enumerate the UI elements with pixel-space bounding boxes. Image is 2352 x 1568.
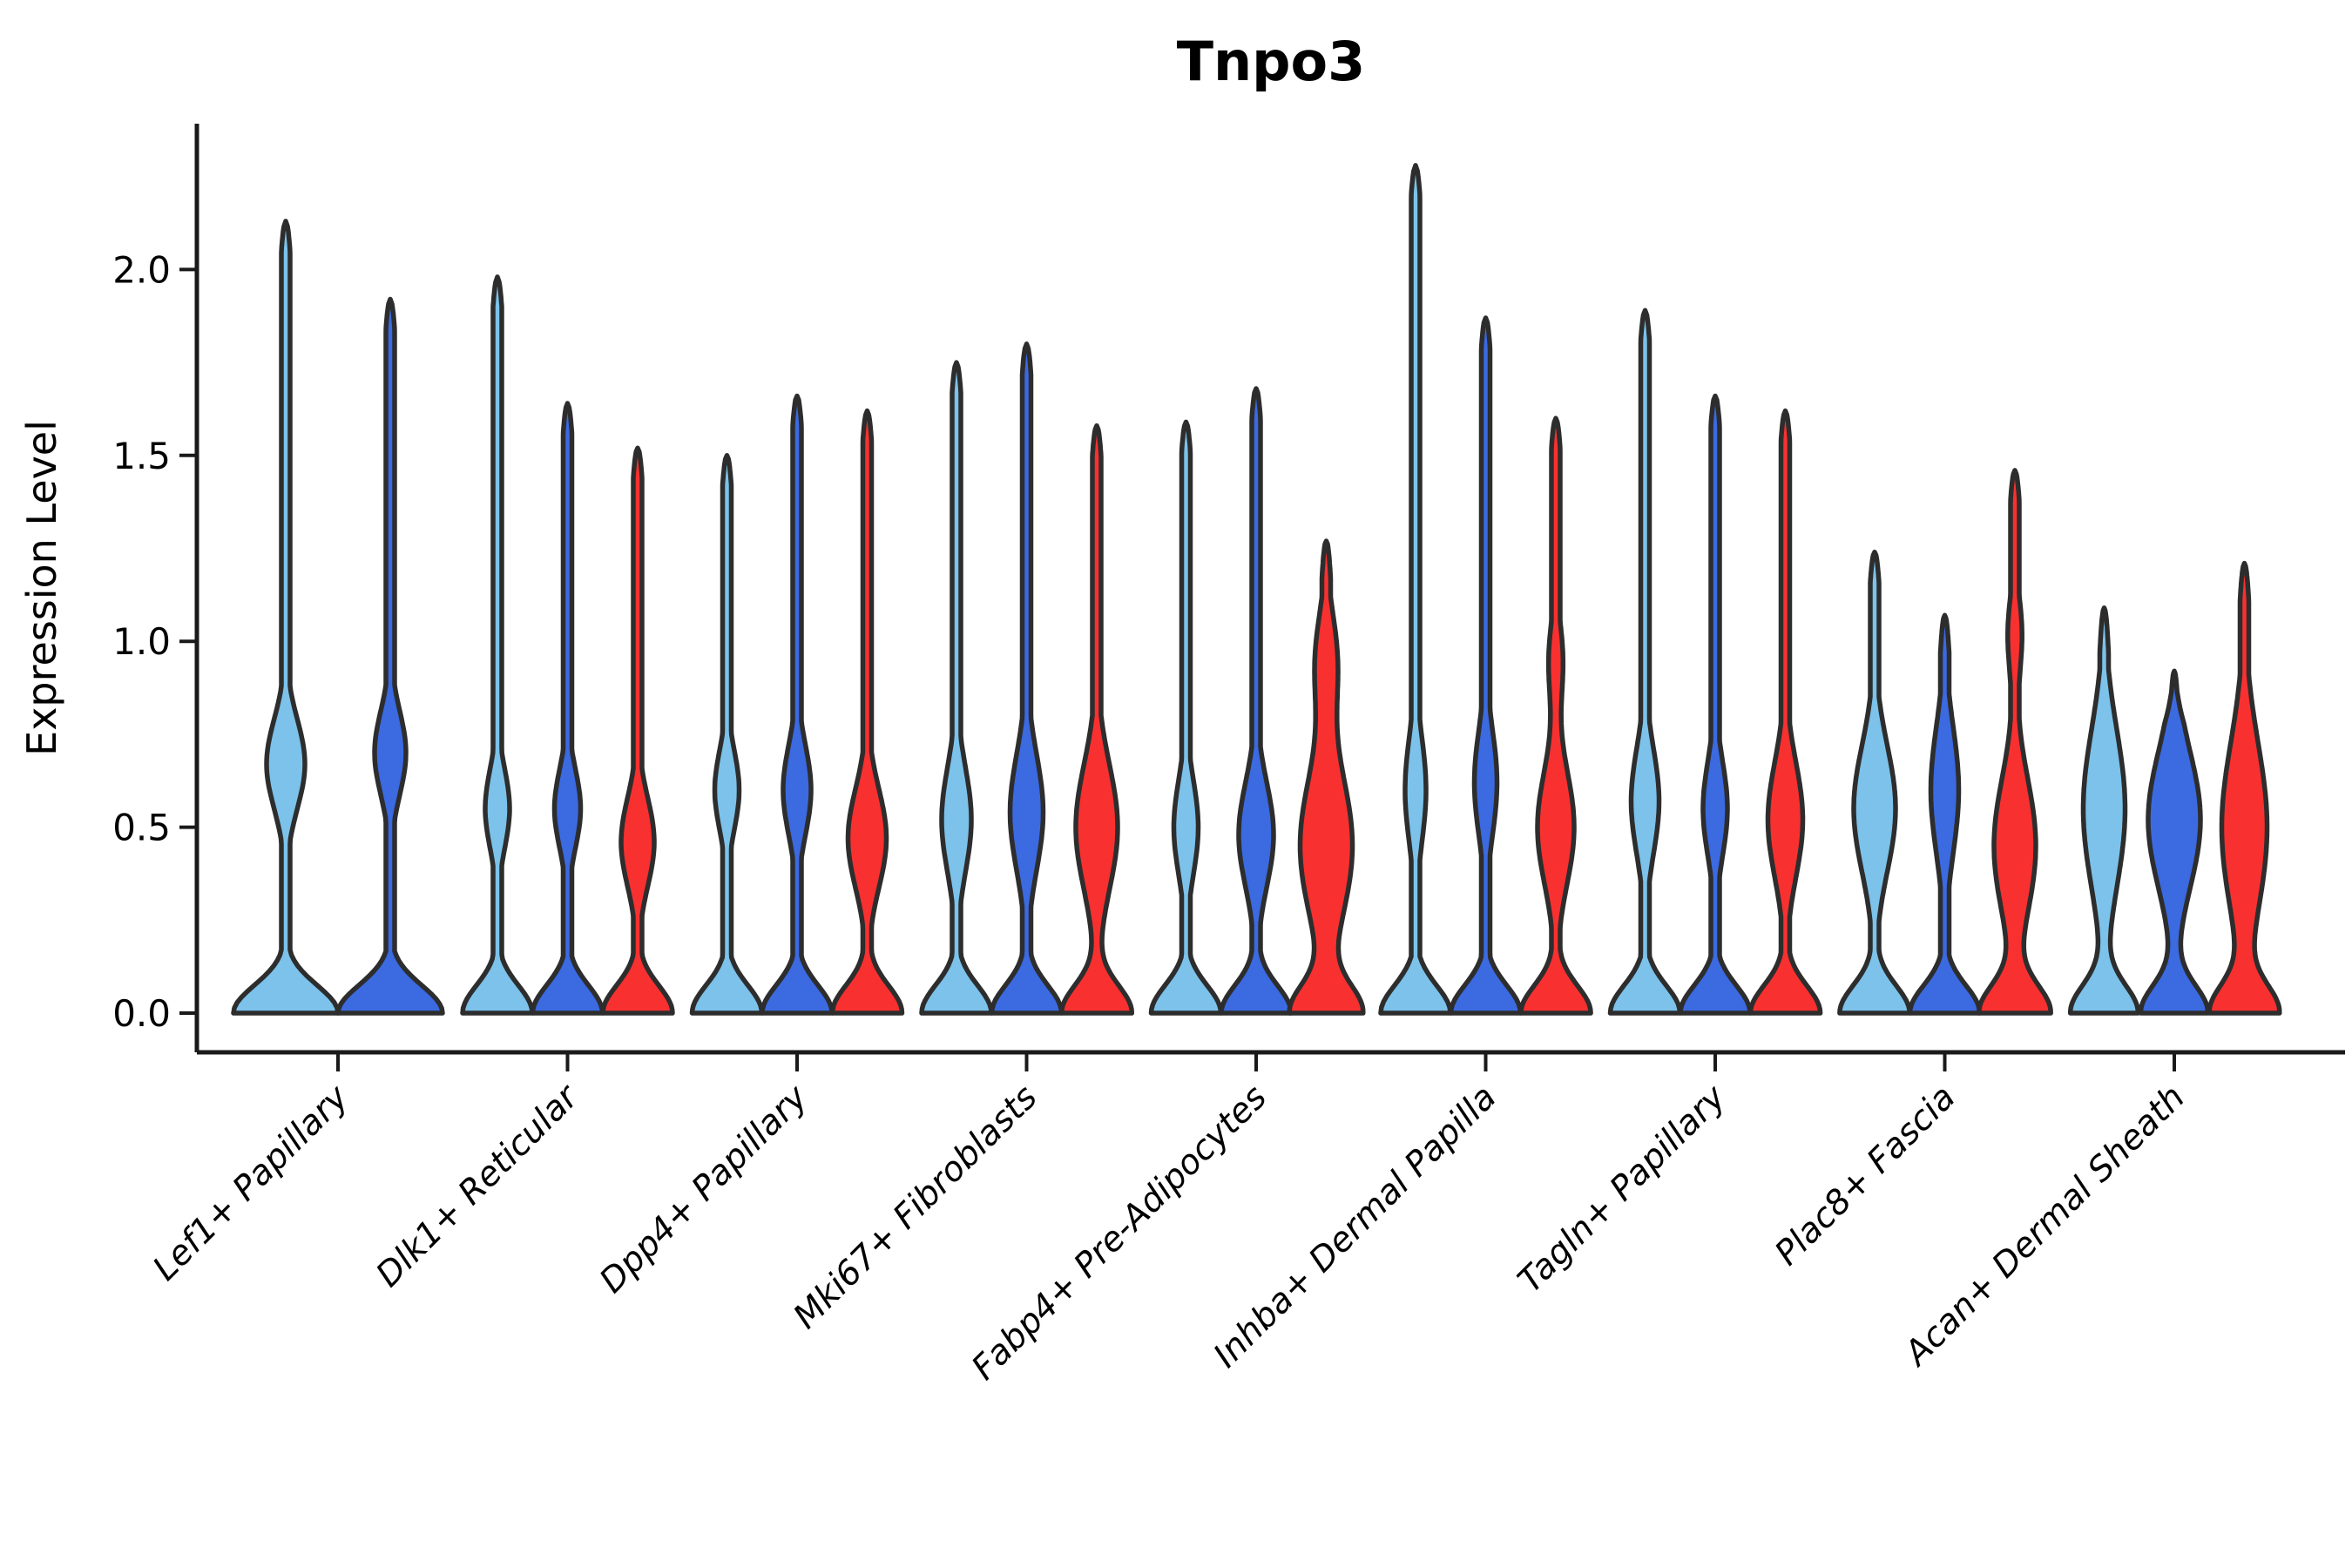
violin-fabp4-pre-adipocytes-light_blue [1148, 419, 1224, 1016]
violin-inhba-dermal-papilla-dark_blue [1448, 315, 1524, 1016]
y-tick-label: 0.5 [112, 807, 171, 849]
x-tick-label: Tagln+ Papillary [1511, 1078, 1734, 1301]
violins-layer [231, 163, 2282, 1016]
x-tick-label: Dlk1+ Reticular [368, 1076, 587, 1294]
y-tick-label: 1.5 [112, 435, 171, 477]
violin-tagln-papillary-dark_blue [1678, 393, 1753, 1016]
violin-acan-dermal-sheath-red [2207, 560, 2282, 1016]
violin-dpp4-papillary-red [829, 408, 905, 1016]
violin-dlk1-reticular-red [600, 445, 675, 1016]
violin-plac8-fascia-dark_blue [1907, 612, 1983, 1016]
violin-fabp4-pre-adipocytes-dark_blue [1219, 386, 1294, 1016]
violin-plac8-fascia-red [1977, 468, 2053, 1016]
x-tick-label: Lef1+ Papillary [145, 1078, 357, 1289]
x-tick-label: Dpp4+ Papillary [592, 1078, 816, 1301]
chart-title: Tnpo3 [1177, 30, 1366, 93]
violin-mki67-fibroblasts-light_blue [919, 360, 994, 1016]
x-tick-label: Mki67+ Fibroblasts [787, 1078, 1045, 1336]
violin-tagln-papillary-light_blue [1607, 308, 1683, 1016]
violin-mki67-fibroblasts-red [1058, 422, 1135, 1016]
y-tick-label: 1.0 [112, 620, 171, 663]
violin-acan-dermal-sheath-light_blue [2067, 605, 2141, 1016]
violin-inhba-dermal-papilla-light_blue [1378, 163, 1453, 1016]
violin-tagln-papillary-red [1747, 408, 1823, 1016]
axes-layer [194, 124, 2345, 1055]
violin-mki67-fibroblasts-dark_blue [989, 341, 1064, 1016]
violin-lef1-papillary-light_blue [231, 219, 341, 1016]
violin-dlk1-reticular-light_blue [460, 274, 535, 1016]
violin-acan-dermal-sheath-dark_blue [2138, 668, 2211, 1016]
y-axis-ticks: 0.0 0.5 1.0 1.5 2.0 [112, 248, 197, 1035]
y-axis-label: Expression Level [18, 420, 65, 756]
violin-lef1-papillary-dark_blue [335, 296, 445, 1016]
violin-dpp4-papillary-dark_blue [760, 393, 835, 1016]
violin-inhba-dermal-papilla-red [1518, 416, 1593, 1016]
x-axis-ticks: Lef1+ Papillary Dlk1+ Reticular Dpp4+ Papi… [145, 1052, 2193, 1388]
violin-dlk1-reticular-dark_blue [530, 401, 605, 1016]
violin-plac8-fascia-light_blue [1837, 550, 1912, 1016]
x-tick-label: Plac8+ Fascia [1767, 1078, 1963, 1273]
y-tick-label: 2.0 [112, 248, 171, 291]
violin-fabp4-pre-adipocytes-red [1287, 538, 1366, 1016]
violin-dpp4-papillary-light_blue [689, 453, 765, 1016]
y-tick-label: 0.0 [112, 992, 171, 1035]
